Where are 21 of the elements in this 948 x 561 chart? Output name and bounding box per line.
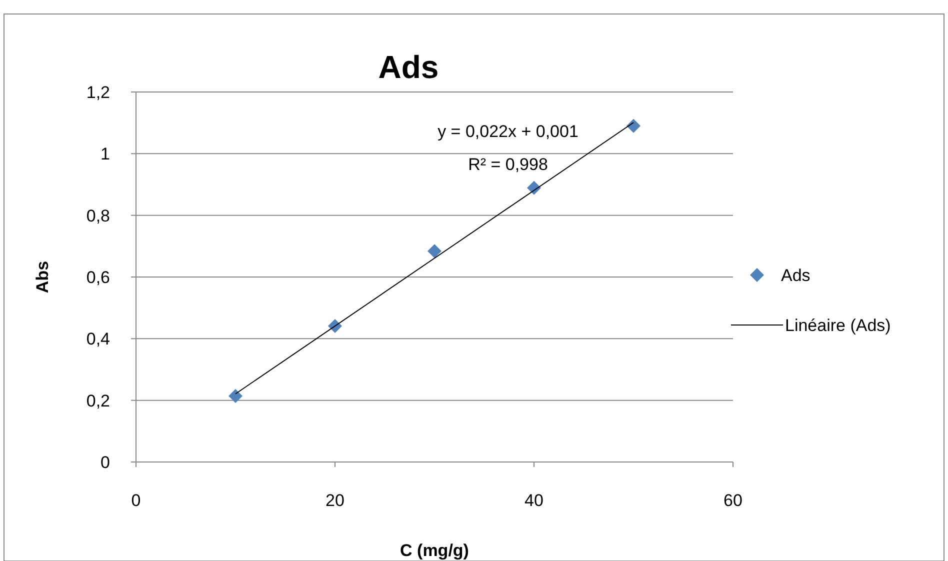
legend-label: Linéaire (Ads) — [785, 316, 891, 335]
x-axis-title: C (mg/g) — [400, 541, 469, 560]
x-tick-label: 0 — [131, 491, 141, 510]
chart-title: Ads — [378, 49, 439, 85]
point — [626, 118, 640, 133]
x-tick-label: 20 — [326, 491, 344, 510]
point — [228, 389, 242, 404]
x-tick-label: 60 — [724, 491, 742, 510]
annotation: y = 0,022x + 0,001 — [438, 122, 578, 141]
y-tick-label: 1 — [100, 144, 110, 164]
legend-label: Ads — [781, 266, 810, 285]
y-tick-label: 0,8 — [86, 206, 110, 226]
y-tick-label: 0,2 — [86, 391, 110, 410]
point — [428, 244, 442, 258]
y-tick-label: 0 — [100, 452, 110, 472]
x-tick-label: 40 — [524, 491, 544, 510]
y-tick-label: 0,4 — [86, 330, 110, 349]
y-axis-title: Abs — [33, 260, 52, 294]
y-tick-label: 0,6 — [86, 268, 110, 287]
y-tick-label: 1,2 — [86, 82, 110, 102]
annotation: R² = 0,998 — [468, 154, 548, 174]
